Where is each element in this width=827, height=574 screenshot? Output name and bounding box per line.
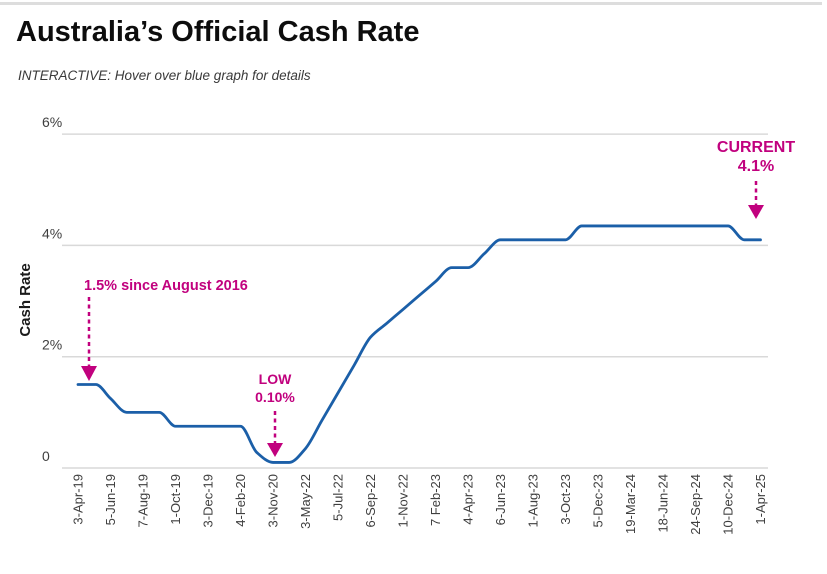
top-divider (0, 2, 822, 5)
cash-rate-line[interactable] (76, 224, 762, 464)
x-tick-label: 18-Jun-24 (656, 474, 671, 533)
x-tick-label: 4-Feb-20 (233, 474, 248, 527)
x-tick-label: 6-Jun-23 (493, 474, 508, 525)
x-tick-label: 3-Oct-23 (558, 474, 573, 525)
annotation-current-arrow-head (748, 205, 764, 219)
y-tick-label: 0 (42, 448, 50, 464)
annotation-since-2016: 1.5% since August 2016 (84, 278, 248, 294)
x-tick-label: 5-Jul-22 (331, 474, 346, 521)
x-tick-label: 10-Dec-24 (721, 474, 736, 535)
annotation-low-label: LOW (258, 371, 292, 387)
annotation-since-2016-text: 1.5% since August 2016 (84, 278, 248, 294)
x-tick-label: 1-Nov-22 (396, 474, 411, 527)
y-tick-label: 4% (42, 225, 62, 241)
x-tick-label: 24-Sep-24 (688, 474, 703, 535)
y-tick-label: 2% (42, 337, 62, 353)
annotation-since-2016-arrow-head (81, 366, 97, 381)
x-tick-label: 19-Mar-24 (623, 474, 638, 534)
annotation-low-arrow-head (267, 443, 283, 457)
x-tick-label: 3-Nov-20 (266, 474, 281, 527)
x-tick-label: 1-Apr-25 (753, 474, 768, 525)
x-tick-label: 6-Sep-22 (363, 474, 378, 527)
chart-subtitle: INTERACTIVE: Hover over blue graph for d… (18, 68, 311, 83)
annotation-low: LOW 0.10% (215, 370, 335, 406)
x-tick-label: 1-Oct-19 (168, 474, 183, 525)
annotation-current-label: CURRENT (716, 139, 796, 156)
annotation-current-value: 4.1% (737, 158, 775, 175)
annotation-low-value: 0.10% (255, 389, 295, 405)
x-tick-label: 3-Apr-19 (71, 474, 86, 525)
x-tick-label: 7-Aug-19 (136, 474, 151, 527)
page-title: Australia’s Official Cash Rate (16, 16, 420, 48)
y-axis-title: Cash Rate (17, 263, 34, 336)
x-tick-label: 3-Dec-19 (201, 474, 216, 527)
x-tick-label: 5-Dec-23 (591, 474, 606, 527)
y-tick-label: 6% (42, 114, 62, 130)
x-tick-label: 1-Aug-23 (526, 474, 541, 527)
x-tick-label: 5-Jun-19 (103, 474, 118, 525)
x-tick-label: 3-May-22 (298, 474, 313, 529)
x-tick-label: 7 Feb-23 (428, 474, 443, 526)
x-tick-label: 4-Apr-23 (461, 474, 476, 525)
annotation-current: CURRENT 4.1% (696, 138, 816, 176)
